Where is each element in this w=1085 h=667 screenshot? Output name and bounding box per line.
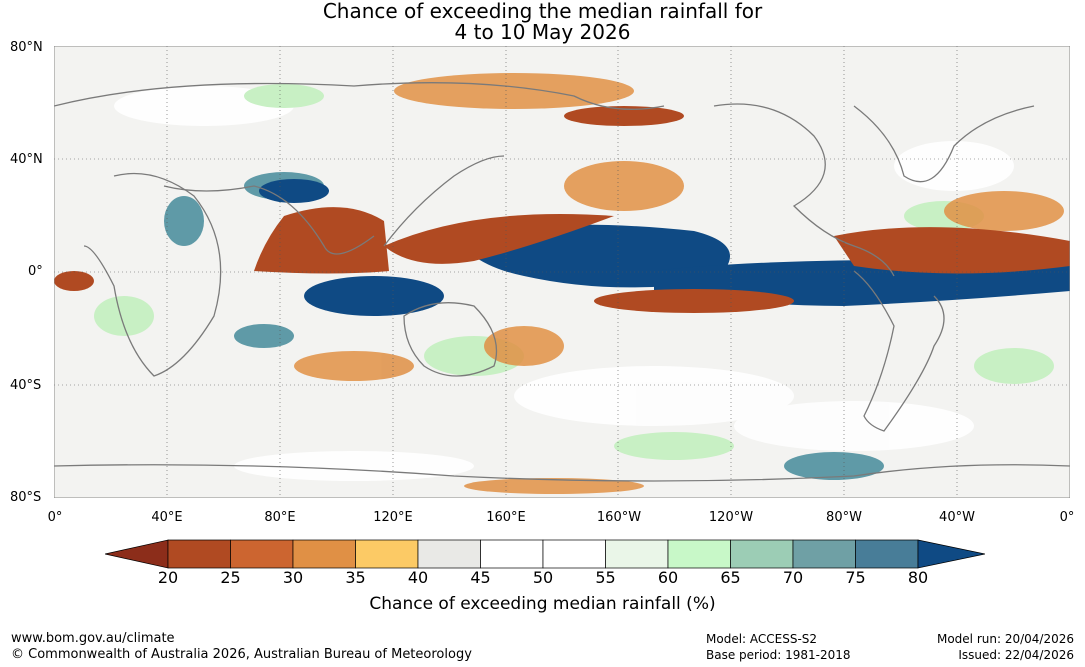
footer-base-period: Base period: 1981-2018: [706, 648, 851, 662]
lon-label-120e: 120°E: [373, 510, 413, 525]
colorbar-under-triangle: [105, 539, 169, 569]
lon-label-40w: 40°W: [939, 510, 975, 525]
colorbar-tick-label: 40: [407, 568, 429, 587]
lon-label-40e: 40°E: [151, 510, 183, 525]
rainfall-probability-map: [54, 46, 1070, 498]
lon-label-80e: 80°E: [264, 510, 296, 525]
colorbar-segment: [667, 539, 731, 569]
colorbar-tick-label: 55: [595, 568, 616, 587]
colorbar-segment: [542, 539, 606, 569]
colorbar-segment: [855, 539, 919, 569]
colorbar-segment: [292, 539, 356, 569]
colorbar-tick-label: 60: [657, 568, 679, 587]
colorbar-over-triangle: [917, 539, 985, 569]
colorbar-segment: [417, 539, 481, 569]
colorbar-tick-label: 45: [470, 568, 491, 587]
colorbar-segment: [730, 539, 794, 569]
lon-label-160w: 160°W: [596, 510, 642, 525]
colorbar-segment: [230, 539, 294, 569]
lat-label-80n: 80°N: [10, 40, 43, 55]
footer-issued: Issued: 22/04/2026: [958, 648, 1074, 662]
colorbar-tick-label: 65: [720, 568, 741, 587]
lat-label-80s: 80°S: [10, 490, 42, 505]
colorbar-tick-label: 30: [282, 568, 304, 587]
lat-label-40n: 40°N: [10, 152, 43, 167]
map-title-line-2: 4 to 10 May 2026: [454, 20, 631, 44]
colorbar-tick-label: 25: [220, 568, 241, 587]
lon-label-0-end: 0°: [1059, 510, 1075, 525]
lat-label-40s: 40°S: [10, 378, 42, 393]
lon-label-0: 0°: [47, 510, 63, 525]
colorbar-tick-label: 75: [845, 568, 866, 587]
colorbar-tick-label: 80: [907, 568, 929, 587]
colorbar-segment: [480, 539, 544, 569]
colorbar-segment: [167, 539, 231, 569]
footer-url: www.bom.gov.au/climate: [11, 631, 175, 646]
colorbar-tick-label: 50: [532, 568, 554, 587]
colorbar: [105, 539, 985, 569]
footer-copyright: © Commonwealth of Australia 2026, Austra…: [11, 647, 472, 662]
colorbar-tick-label: 35: [345, 568, 366, 587]
colorbar-segment: [355, 539, 419, 569]
colorbar-tick-label: 20: [157, 568, 179, 587]
map-title-line-1: Chance of exceeding the median rainfall …: [322, 0, 763, 23]
footer-model: Model: ACCESS-S2: [706, 632, 818, 646]
colorbar-segment: [792, 539, 856, 569]
lon-label-120w: 120°W: [708, 510, 754, 525]
colorbar-segment: [605, 539, 669, 569]
colorbar-tick-label: 70: [782, 568, 804, 587]
lon-label-80w: 80°W: [826, 510, 862, 525]
lon-label-160e: 160°E: [486, 510, 526, 525]
footer-model-run: Model run: 20/04/2026: [936, 632, 1074, 646]
colorbar-label: Chance of exceeding median rainfall (%): [369, 594, 716, 614]
lat-label-equator: 0°: [28, 264, 43, 279]
